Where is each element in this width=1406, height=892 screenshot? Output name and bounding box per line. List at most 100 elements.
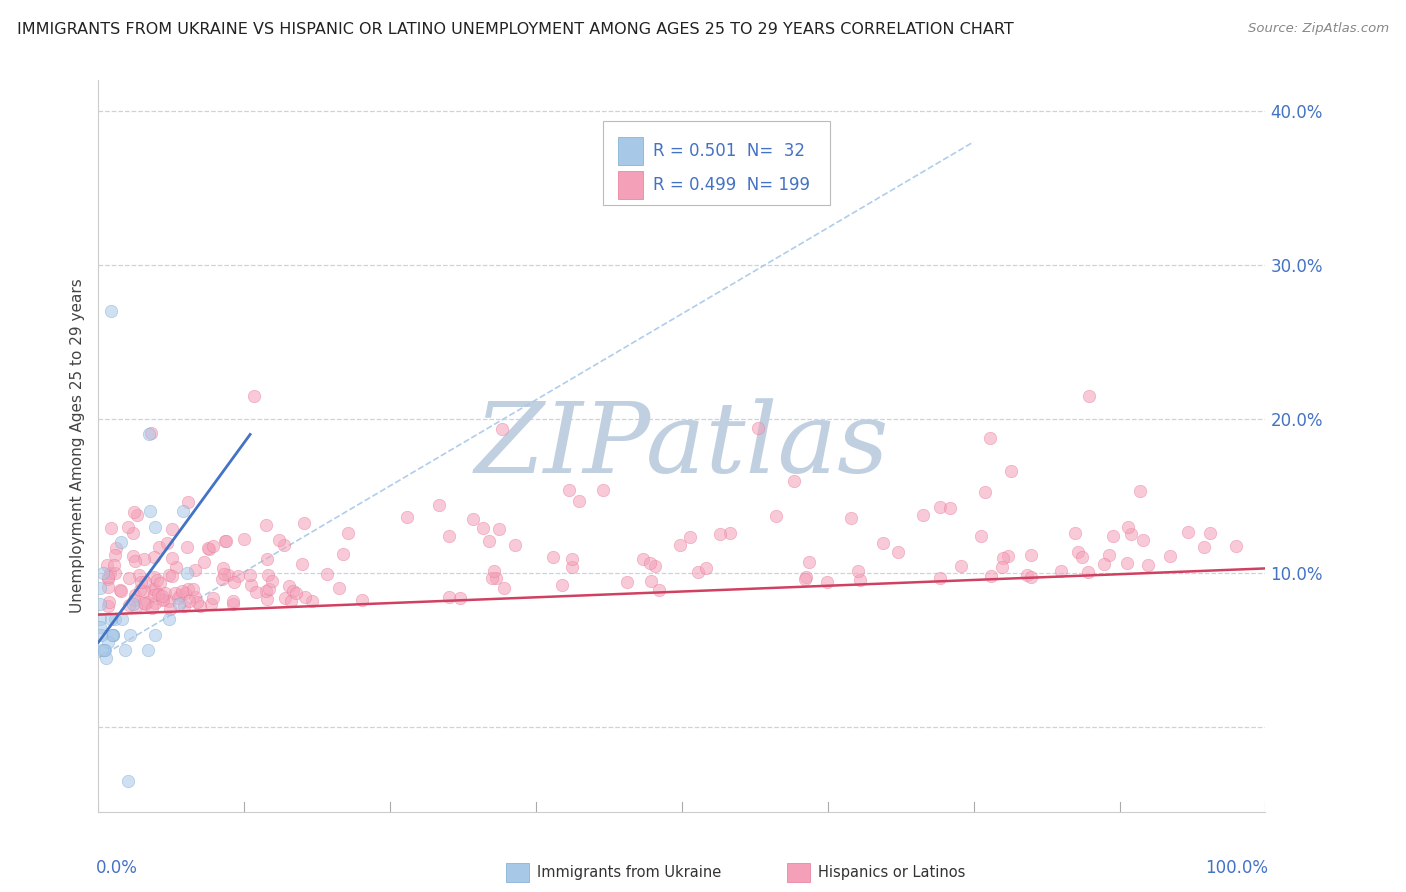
Point xyxy=(138,427,160,442)
Point xyxy=(1136,558,1159,572)
Point xyxy=(686,565,709,579)
Point xyxy=(301,594,323,608)
Point xyxy=(89,597,111,611)
Point xyxy=(141,600,163,615)
Point xyxy=(139,504,162,518)
Point xyxy=(118,598,141,612)
Point xyxy=(143,596,166,610)
Point xyxy=(165,560,187,574)
Point xyxy=(143,520,166,534)
Point xyxy=(1198,526,1220,541)
Point xyxy=(492,581,515,595)
FancyBboxPatch shape xyxy=(617,171,644,199)
Point xyxy=(198,541,221,556)
Point xyxy=(1019,549,1042,563)
Point xyxy=(136,643,159,657)
Point xyxy=(974,485,997,500)
Point xyxy=(156,536,179,550)
Point xyxy=(132,596,155,610)
Point xyxy=(644,558,666,573)
Point xyxy=(148,576,170,591)
Point xyxy=(592,483,614,497)
Point xyxy=(256,568,278,582)
Point xyxy=(146,573,169,587)
Point xyxy=(1177,525,1199,540)
Point xyxy=(125,508,148,522)
Point xyxy=(197,541,219,556)
Point xyxy=(159,601,181,615)
Point xyxy=(188,599,211,613)
Point xyxy=(173,586,195,600)
Point xyxy=(561,551,583,566)
Point xyxy=(928,571,950,585)
Point xyxy=(1119,527,1142,541)
Point xyxy=(104,566,127,580)
Point xyxy=(481,571,503,585)
Text: Source: ZipAtlas.com: Source: ZipAtlas.com xyxy=(1249,22,1389,36)
Point xyxy=(695,561,717,575)
Point xyxy=(146,587,169,601)
Point xyxy=(638,556,661,570)
Point xyxy=(176,582,198,597)
Point xyxy=(211,572,233,586)
Point xyxy=(124,588,146,602)
Point xyxy=(143,627,166,641)
Point xyxy=(202,591,225,605)
Point xyxy=(217,568,239,582)
Point xyxy=(1098,548,1121,562)
Point xyxy=(783,474,806,488)
Point xyxy=(172,504,194,518)
Point xyxy=(214,566,236,581)
Y-axis label: Unemployment Among Ages 25 to 29 years: Unemployment Among Ages 25 to 29 years xyxy=(69,278,84,614)
Point xyxy=(232,532,254,546)
Point xyxy=(503,538,526,552)
Point xyxy=(991,559,1014,574)
Point xyxy=(478,533,501,548)
Point xyxy=(162,568,184,582)
Point xyxy=(132,552,155,566)
Point xyxy=(97,599,120,614)
Point xyxy=(294,591,316,605)
Point xyxy=(176,540,198,554)
Point xyxy=(437,528,460,542)
Point xyxy=(129,582,152,597)
Point xyxy=(1064,525,1087,540)
Point xyxy=(793,572,815,586)
Point xyxy=(110,582,132,597)
Point xyxy=(117,520,139,534)
Point xyxy=(1159,549,1181,563)
Point xyxy=(170,584,193,599)
Point xyxy=(177,594,200,608)
Point xyxy=(121,597,143,611)
Point xyxy=(183,590,205,604)
Point xyxy=(90,643,112,657)
Point xyxy=(332,547,354,561)
Point xyxy=(150,589,173,603)
Point xyxy=(103,558,125,573)
Point xyxy=(1092,558,1115,572)
Point xyxy=(997,549,1019,563)
Point xyxy=(274,591,297,605)
Point xyxy=(484,564,506,578)
Text: R = 0.499  N= 199: R = 0.499 N= 199 xyxy=(652,176,810,194)
Point xyxy=(256,552,278,566)
Text: R = 0.501  N=  32: R = 0.501 N= 32 xyxy=(652,142,804,161)
Point xyxy=(143,570,166,584)
Point xyxy=(96,558,118,572)
Point xyxy=(239,578,262,592)
Point xyxy=(449,591,471,606)
Point xyxy=(488,522,510,536)
Point xyxy=(212,561,235,575)
Point xyxy=(173,599,195,613)
Point xyxy=(101,627,124,641)
Point xyxy=(1102,528,1125,542)
Point xyxy=(491,422,513,436)
Point xyxy=(97,572,120,586)
Point xyxy=(141,426,163,441)
Point xyxy=(239,568,262,582)
Point xyxy=(153,586,176,600)
Point xyxy=(1050,564,1073,578)
Point xyxy=(1118,520,1140,534)
Point xyxy=(224,574,246,589)
Point xyxy=(165,586,187,600)
